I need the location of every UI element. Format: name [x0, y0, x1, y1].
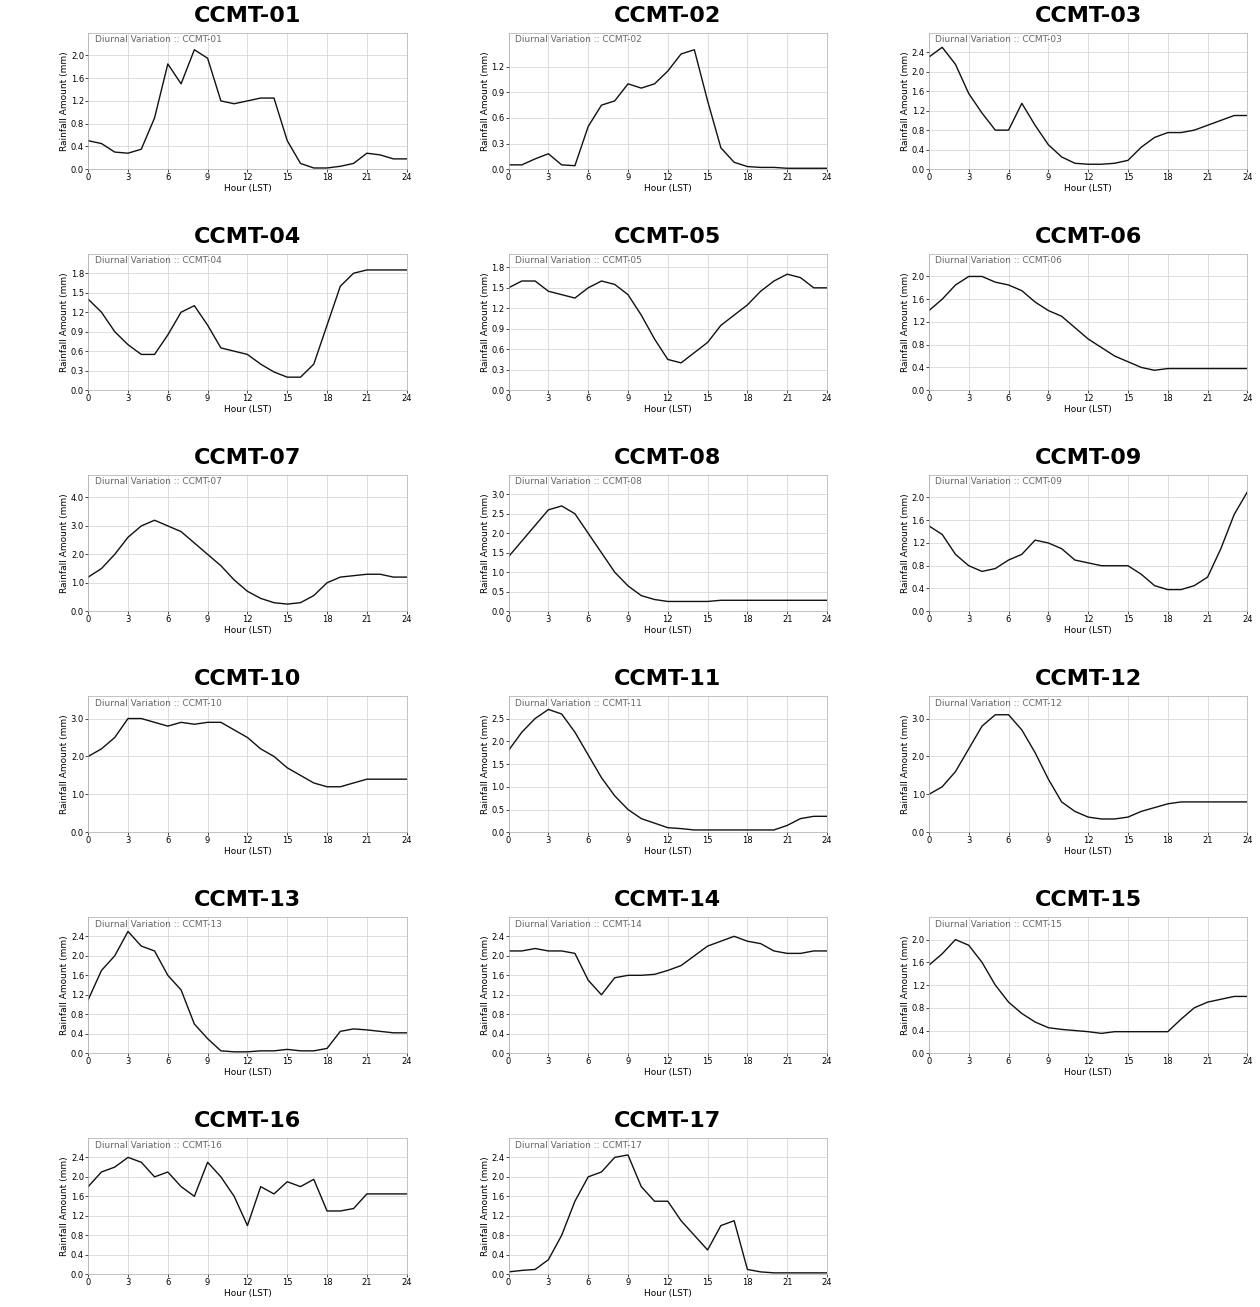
Text: Diurnal Variation :: CCMT-13: Diurnal Variation :: CCMT-13 — [94, 920, 222, 928]
X-axis label: Hour (LST): Hour (LST) — [644, 626, 692, 635]
Text: Diurnal Variation :: CCMT-03: Diurnal Variation :: CCMT-03 — [935, 35, 1062, 44]
Y-axis label: Rainfall Amount (mm): Rainfall Amount (mm) — [481, 493, 490, 593]
Y-axis label: Rainfall Amount (mm): Rainfall Amount (mm) — [60, 272, 69, 371]
X-axis label: Hour (LST): Hour (LST) — [1065, 626, 1113, 635]
Text: Diurnal Variation :: CCMT-10: Diurnal Variation :: CCMT-10 — [94, 698, 222, 707]
Y-axis label: Rainfall Amount (mm): Rainfall Amount (mm) — [481, 936, 490, 1035]
X-axis label: Hour (LST): Hour (LST) — [1065, 405, 1113, 414]
Y-axis label: Rainfall Amount (mm): Rainfall Amount (mm) — [901, 51, 910, 150]
Y-axis label: Rainfall Amount (mm): Rainfall Amount (mm) — [60, 51, 69, 150]
Title: CCMT-05: CCMT-05 — [614, 226, 722, 247]
Text: Diurnal Variation :: CCMT-01: Diurnal Variation :: CCMT-01 — [94, 35, 222, 44]
X-axis label: Hour (LST): Hour (LST) — [644, 405, 692, 414]
Y-axis label: Rainfall Amount (mm): Rainfall Amount (mm) — [901, 714, 910, 814]
X-axis label: Hour (LST): Hour (LST) — [223, 626, 271, 635]
X-axis label: Hour (LST): Hour (LST) — [223, 184, 271, 192]
Title: CCMT-15: CCMT-15 — [1034, 890, 1142, 910]
Y-axis label: Rainfall Amount (mm): Rainfall Amount (mm) — [481, 1157, 490, 1256]
Y-axis label: Rainfall Amount (mm): Rainfall Amount (mm) — [901, 936, 910, 1035]
Y-axis label: Rainfall Amount (mm): Rainfall Amount (mm) — [901, 272, 910, 371]
X-axis label: Hour (LST): Hour (LST) — [223, 1289, 271, 1298]
X-axis label: Hour (LST): Hour (LST) — [223, 847, 271, 856]
Y-axis label: Rainfall Amount (mm): Rainfall Amount (mm) — [60, 714, 69, 814]
Text: Diurnal Variation :: CCMT-14: Diurnal Variation :: CCMT-14 — [515, 920, 641, 928]
Text: Diurnal Variation :: CCMT-05: Diurnal Variation :: CCMT-05 — [515, 256, 641, 265]
Title: CCMT-10: CCMT-10 — [194, 669, 301, 689]
Text: Diurnal Variation :: CCMT-15: Diurnal Variation :: CCMT-15 — [935, 920, 1062, 928]
Title: CCMT-16: CCMT-16 — [194, 1111, 301, 1131]
X-axis label: Hour (LST): Hour (LST) — [223, 405, 271, 414]
Y-axis label: Rainfall Amount (mm): Rainfall Amount (mm) — [481, 714, 490, 814]
Text: Diurnal Variation :: CCMT-17: Diurnal Variation :: CCMT-17 — [515, 1141, 641, 1150]
Title: CCMT-01: CCMT-01 — [194, 5, 301, 26]
Title: CCMT-12: CCMT-12 — [1034, 669, 1142, 689]
Title: CCMT-02: CCMT-02 — [614, 5, 722, 26]
Text: Diurnal Variation :: CCMT-11: Diurnal Variation :: CCMT-11 — [515, 698, 641, 707]
X-axis label: Hour (LST): Hour (LST) — [1065, 184, 1113, 192]
Title: CCMT-17: CCMT-17 — [614, 1111, 722, 1131]
X-axis label: Hour (LST): Hour (LST) — [644, 1289, 692, 1298]
X-axis label: Hour (LST): Hour (LST) — [644, 184, 692, 192]
X-axis label: Hour (LST): Hour (LST) — [644, 847, 692, 856]
X-axis label: Hour (LST): Hour (LST) — [1065, 1068, 1113, 1077]
Y-axis label: Rainfall Amount (mm): Rainfall Amount (mm) — [60, 493, 69, 593]
Y-axis label: Rainfall Amount (mm): Rainfall Amount (mm) — [60, 1157, 69, 1256]
Text: Diurnal Variation :: CCMT-12: Diurnal Variation :: CCMT-12 — [935, 698, 1062, 707]
X-axis label: Hour (LST): Hour (LST) — [644, 1068, 692, 1077]
Text: Diurnal Variation :: CCMT-04: Diurnal Variation :: CCMT-04 — [94, 256, 222, 265]
X-axis label: Hour (LST): Hour (LST) — [1065, 847, 1113, 856]
Title: CCMT-09: CCMT-09 — [1034, 447, 1142, 468]
Y-axis label: Rainfall Amount (mm): Rainfall Amount (mm) — [481, 51, 490, 150]
Title: CCMT-08: CCMT-08 — [614, 447, 722, 468]
Text: Diurnal Variation :: CCMT-09: Diurnal Variation :: CCMT-09 — [935, 477, 1062, 486]
Text: Diurnal Variation :: CCMT-06: Diurnal Variation :: CCMT-06 — [935, 256, 1062, 265]
Title: CCMT-04: CCMT-04 — [194, 226, 301, 247]
Text: Diurnal Variation :: CCMT-02: Diurnal Variation :: CCMT-02 — [515, 35, 641, 44]
X-axis label: Hour (LST): Hour (LST) — [223, 1068, 271, 1077]
Y-axis label: Rainfall Amount (mm): Rainfall Amount (mm) — [901, 493, 910, 593]
Text: Diurnal Variation :: CCMT-08: Diurnal Variation :: CCMT-08 — [515, 477, 641, 486]
Y-axis label: Rainfall Amount (mm): Rainfall Amount (mm) — [60, 936, 69, 1035]
Title: CCMT-07: CCMT-07 — [194, 447, 301, 468]
Title: CCMT-14: CCMT-14 — [614, 890, 722, 910]
Title: CCMT-03: CCMT-03 — [1034, 5, 1142, 26]
Text: Diurnal Variation :: CCMT-07: Diurnal Variation :: CCMT-07 — [94, 477, 222, 486]
Title: CCMT-13: CCMT-13 — [194, 890, 301, 910]
Title: CCMT-11: CCMT-11 — [614, 669, 722, 689]
Title: CCMT-06: CCMT-06 — [1034, 226, 1142, 247]
Y-axis label: Rainfall Amount (mm): Rainfall Amount (mm) — [481, 272, 490, 371]
Text: Diurnal Variation :: CCMT-16: Diurnal Variation :: CCMT-16 — [94, 1141, 222, 1150]
